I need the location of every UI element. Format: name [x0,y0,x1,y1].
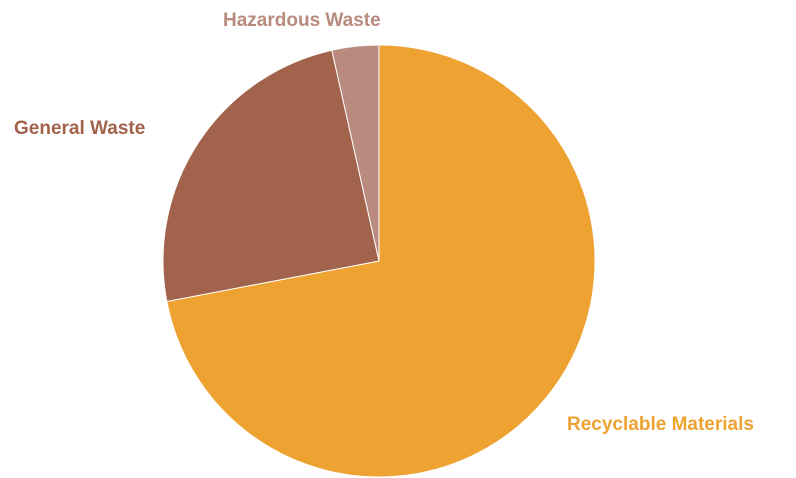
label-general-waste: General Waste [14,118,145,139]
pie-slices [162,44,596,478]
label-recyclable-materials: Recyclable Materials [567,414,754,435]
slice-recyclable-materials [166,44,596,478]
label-hazardous-waste: Hazardous Waste [223,10,381,31]
slice-general-waste [162,49,380,303]
slice-hazardous-waste [331,44,380,262]
pie-labels: Recyclable Materials General Waste Hazar… [14,10,754,435]
